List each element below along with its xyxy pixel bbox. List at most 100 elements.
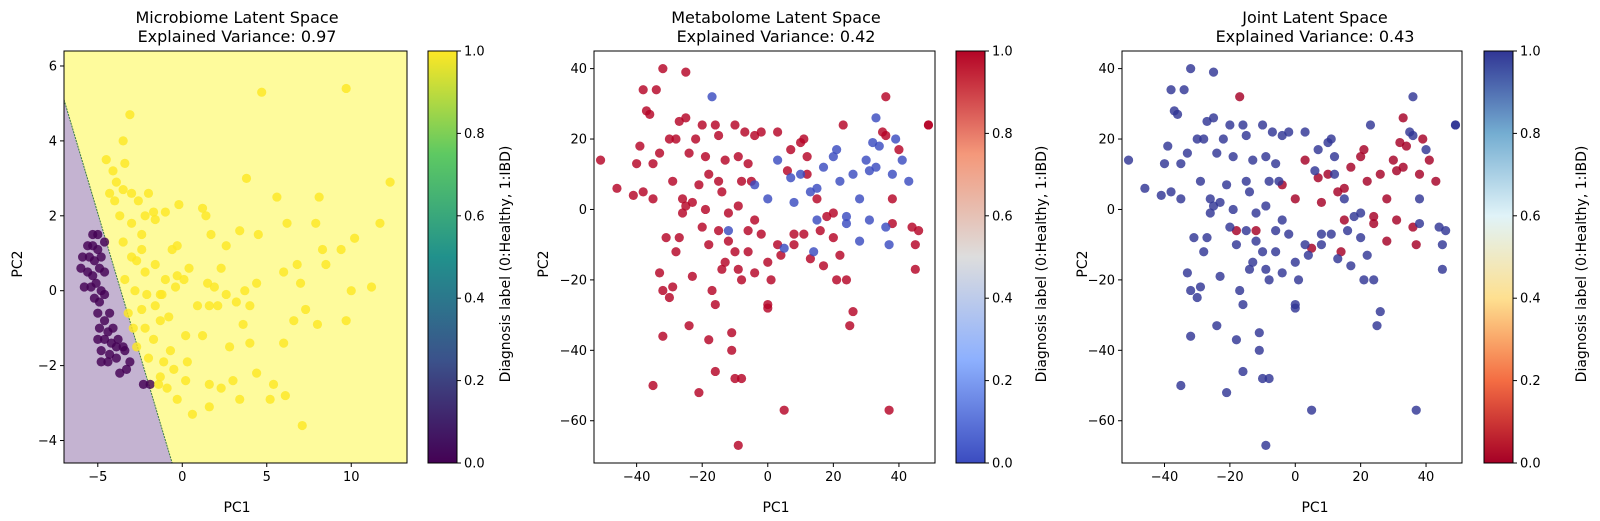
data-point — [832, 144, 842, 155]
data-point — [1313, 173, 1323, 183]
data-point — [1303, 250, 1313, 260]
data-point — [828, 233, 838, 243]
data-point — [235, 226, 245, 236]
data-point — [763, 257, 773, 267]
data-point — [174, 199, 184, 210]
data-point — [713, 225, 724, 236]
data-point — [717, 187, 727, 197]
data-point — [137, 244, 147, 255]
data-point — [192, 301, 203, 311]
data-point — [312, 319, 323, 330]
plot-area: −5 0 5 10 −4 −2 0 2 4 6 — [38, 50, 408, 485]
data-point — [280, 390, 290, 401]
data-point — [253, 229, 263, 240]
colorbar-tick-label: 0.2 — [992, 374, 1013, 389]
data-point — [89, 256, 100, 266]
colorbar: 0.0 0.2 0.4 0.6 0.8 1.0 — [427, 45, 485, 472]
data-point — [1179, 85, 1189, 95]
data-point — [1166, 85, 1176, 95]
data-point — [786, 144, 796, 155]
data-point — [628, 190, 638, 200]
x-tick-label: 20 — [825, 470, 842, 485]
y-tick-label: 20 — [570, 133, 587, 148]
data-point — [257, 87, 267, 97]
y-tick-label: −40 — [560, 344, 587, 359]
data-point — [181, 331, 191, 341]
data-point — [1218, 134, 1228, 144]
data-point — [289, 316, 299, 326]
data-point — [206, 229, 216, 240]
data-point — [1257, 120, 1268, 130]
data-point — [1199, 247, 1209, 257]
data-point — [103, 357, 113, 367]
data-point — [268, 379, 279, 389]
data-point — [1238, 299, 1248, 310]
data-point — [815, 225, 825, 236]
data-point — [279, 338, 289, 348]
data-point — [1411, 405, 1421, 415]
data-point — [133, 196, 143, 206]
x-tick-label: −5 — [88, 470, 107, 485]
data-point — [1339, 194, 1349, 204]
data-point — [684, 148, 694, 158]
data-point — [750, 180, 760, 190]
data-point — [864, 166, 875, 176]
data-point — [1375, 306, 1385, 317]
colorbar-tick-label: 0.4 — [1520, 292, 1541, 307]
data-point — [1424, 155, 1434, 165]
data-point — [297, 420, 307, 431]
x-tick-label: 0 — [764, 470, 772, 485]
data-point — [1225, 222, 1235, 232]
data-point — [707, 92, 717, 102]
data-point — [1140, 183, 1150, 193]
data-point — [1408, 92, 1418, 102]
data-point — [763, 194, 773, 204]
data-point — [121, 364, 132, 374]
colorbar-tick-label: 1.0 — [1520, 45, 1541, 60]
data-point — [1159, 159, 1170, 169]
x-tick-label: −40 — [623, 470, 650, 485]
data-point — [241, 173, 252, 183]
colorbar-tick-label: 0.2 — [1520, 374, 1541, 389]
data-point — [105, 188, 115, 198]
data-point — [832, 275, 842, 285]
data-point — [1176, 159, 1186, 169]
data-point — [854, 194, 865, 204]
data-point — [766, 275, 776, 285]
colorbar-tick-label: 0.6 — [1520, 209, 1541, 224]
data-point — [179, 274, 189, 285]
data-point — [1437, 264, 1447, 274]
data-point — [668, 282, 678, 292]
data-point — [93, 244, 103, 255]
data-point — [795, 169, 806, 179]
data-point — [140, 267, 150, 277]
data-point — [736, 176, 747, 186]
data-point — [1339, 215, 1349, 225]
x-axis-label: PC1 — [762, 500, 789, 516]
data-point — [1222, 180, 1232, 190]
data-point — [884, 240, 894, 250]
data-point — [638, 187, 648, 197]
data-point — [314, 192, 324, 202]
data-point — [99, 237, 110, 247]
data-point — [1307, 405, 1317, 415]
data-point — [835, 176, 845, 186]
y-tick-label: 0 — [1107, 203, 1115, 218]
data-point — [1205, 208, 1215, 218]
data-point — [818, 162, 829, 172]
data-point — [1356, 152, 1366, 162]
data-point — [138, 379, 149, 389]
x-tick-label: 0 — [178, 470, 186, 485]
data-point — [779, 243, 789, 253]
data-point — [1329, 169, 1340, 179]
data-point — [871, 113, 881, 123]
data-point — [756, 229, 766, 239]
data-point — [182, 357, 192, 367]
data-point — [910, 264, 920, 274]
data-point — [164, 312, 174, 322]
data-point — [818, 261, 829, 271]
panel-microbiome: Microbiome Latent Space Explained Varian… — [10, 8, 514, 516]
data-point — [282, 218, 292, 228]
data-point — [1186, 285, 1196, 296]
